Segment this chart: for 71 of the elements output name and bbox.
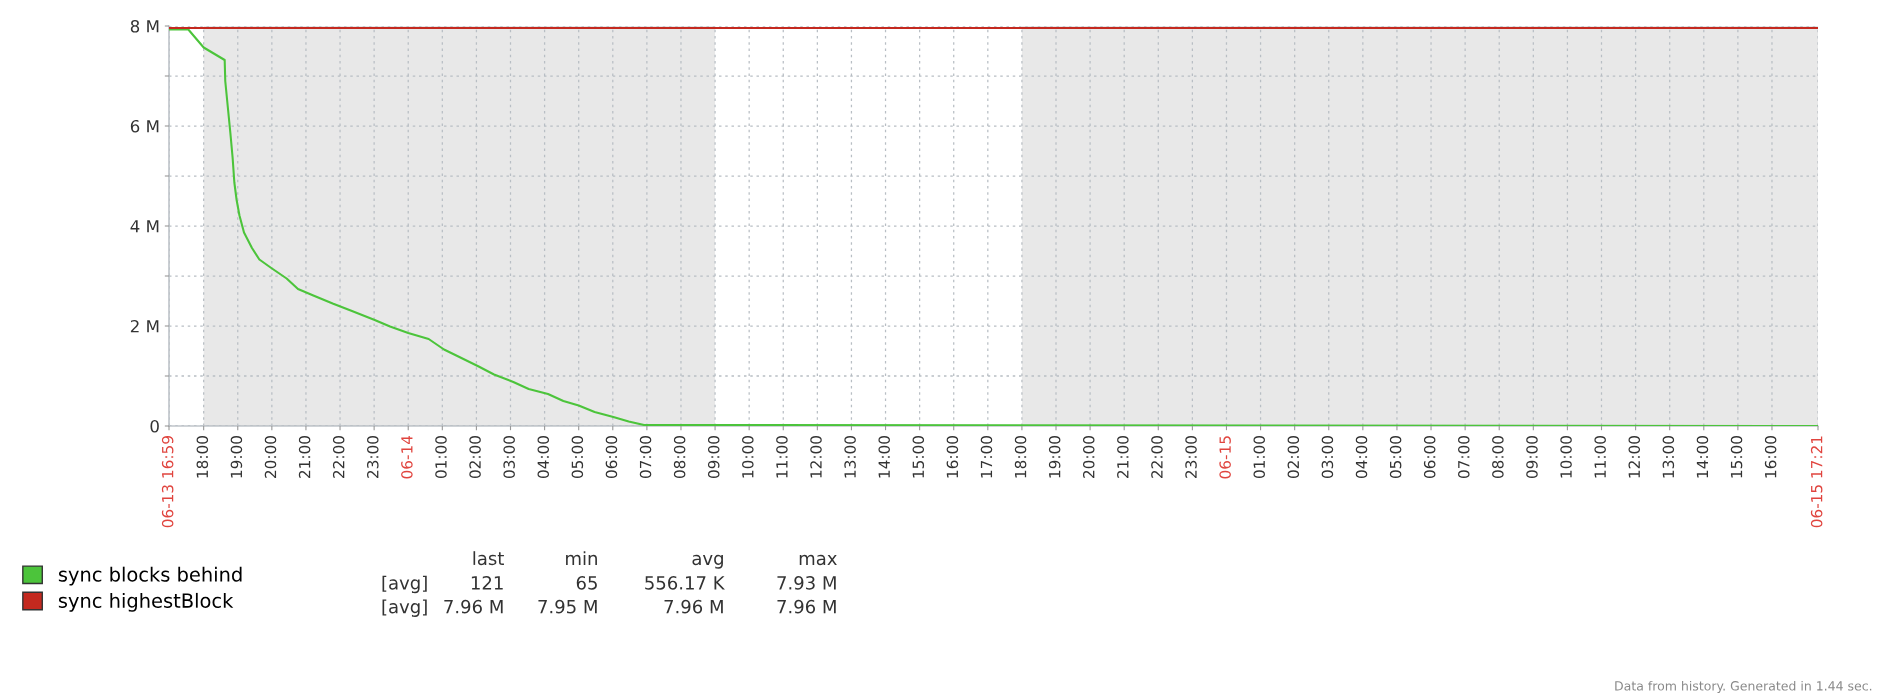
text: 7.93 M — [777, 576, 836, 590]
text: [avg] — [382, 599, 427, 617]
x-tick-label: 06:00 — [605, 436, 618, 479]
text: min — [566, 551, 597, 565]
x-tick-label: 15:00 — [912, 436, 925, 478]
x-tick-label: 09:00 — [707, 436, 720, 479]
x-tick-label: 18:00 — [1014, 436, 1027, 478]
text: 121 — [471, 576, 503, 590]
x-tick-label: 19:00 — [1048, 436, 1061, 478]
x-tick-label: 16:00 — [1764, 436, 1777, 478]
x-tick-label: 12:00 — [1628, 436, 1641, 478]
text: 7.96 M — [664, 599, 723, 614]
text: max — [799, 554, 837, 566]
x-tick-label: 01:00 — [1253, 436, 1265, 479]
x-tick-label: 05:00 — [571, 436, 584, 479]
x-tick-label: 01:00 — [435, 436, 447, 479]
x-tick-label: 12:00 — [810, 436, 822, 478]
text: 7.96 M — [444, 599, 503, 614]
x-tick-label: 04:00 — [537, 436, 550, 479]
y-tick-label: 8 M — [130, 19, 159, 33]
y-tick-label: 2 M — [130, 319, 159, 333]
x-tick-label: 22:00 — [332, 436, 345, 478]
x-tick-label: 15:00 — [1730, 436, 1743, 478]
text: 556.17 K — [645, 576, 725, 590]
x-tick-label: 18:00 — [196, 436, 209, 478]
x-tick-label: 14:00 — [878, 436, 890, 478]
x-tick-label: 06-15 17:21 — [1810, 436, 1823, 528]
x-tick-label: 03:00 — [1321, 436, 1334, 479]
x-tick-label: 02:00 — [469, 436, 481, 479]
legend-label: sync highestBlock — [58, 592, 234, 612]
x-tick-label: 13:00 — [1662, 436, 1675, 478]
x-tick-label: 10:00 — [1560, 436, 1572, 478]
x-tick-label: 21:00 — [298, 436, 311, 478]
text: avg — [692, 554, 723, 569]
x-tick-label: 14:00 — [1696, 436, 1709, 478]
x-tick-label: 06:00 — [1423, 436, 1436, 479]
x-tick-label: 20:00 — [1082, 436, 1095, 478]
text: 7.96 M — [777, 599, 836, 614]
text: Data from history. Generated in 1.44 sec. — [1615, 680, 1872, 693]
x-tick-label: 10:00 — [742, 436, 754, 478]
text: 7.95 M — [538, 599, 597, 614]
text: last — [473, 551, 504, 566]
x-tick-label: 07:00 — [639, 436, 652, 479]
y-tick-label: 4 M — [130, 220, 159, 233]
y-tick-label: 0 — [150, 419, 159, 433]
x-tick-label: 11:00 — [1594, 436, 1606, 478]
x-tick-label: 04:00 — [1355, 436, 1368, 479]
x-tick-label: 21:00 — [1117, 436, 1129, 478]
x-tick-label: 23:00 — [367, 436, 379, 478]
x-tick-label: 03:00 — [503, 436, 515, 479]
x-tick-label: 09:00 — [1526, 436, 1538, 479]
x-tick-label: 20:00 — [264, 436, 277, 478]
text: [avg] — [382, 575, 427, 594]
x-tick-label: 02:00 — [1287, 436, 1300, 479]
x-tick-label: 22:00 — [1151, 436, 1163, 478]
x-tick-label: 19:00 — [230, 436, 243, 478]
x-tick-label: 17:00 — [980, 436, 993, 478]
x-tick-label: 08:00 — [1492, 436, 1504, 479]
x-tick-label: 16:00 — [946, 436, 959, 478]
x-tick-label: 08:00 — [673, 436, 686, 479]
legend-label: sync blocks behind — [58, 566, 242, 586]
text: 65 — [576, 576, 597, 590]
x-tick-label: 05:00 — [1389, 436, 1402, 479]
x-tick-label: 11:00 — [776, 436, 788, 478]
y-tick-label: 6 M — [130, 119, 159, 133]
x-tick-label: 06-15 — [1219, 436, 1231, 479]
x-tick-label: 13:00 — [844, 436, 856, 478]
x-tick-label: 06-14 — [401, 435, 413, 479]
x-tick-label: 06-13 16:59 — [161, 436, 174, 528]
x-tick-label: 07:00 — [1458, 436, 1470, 479]
x-tick-label: 23:00 — [1185, 436, 1197, 478]
